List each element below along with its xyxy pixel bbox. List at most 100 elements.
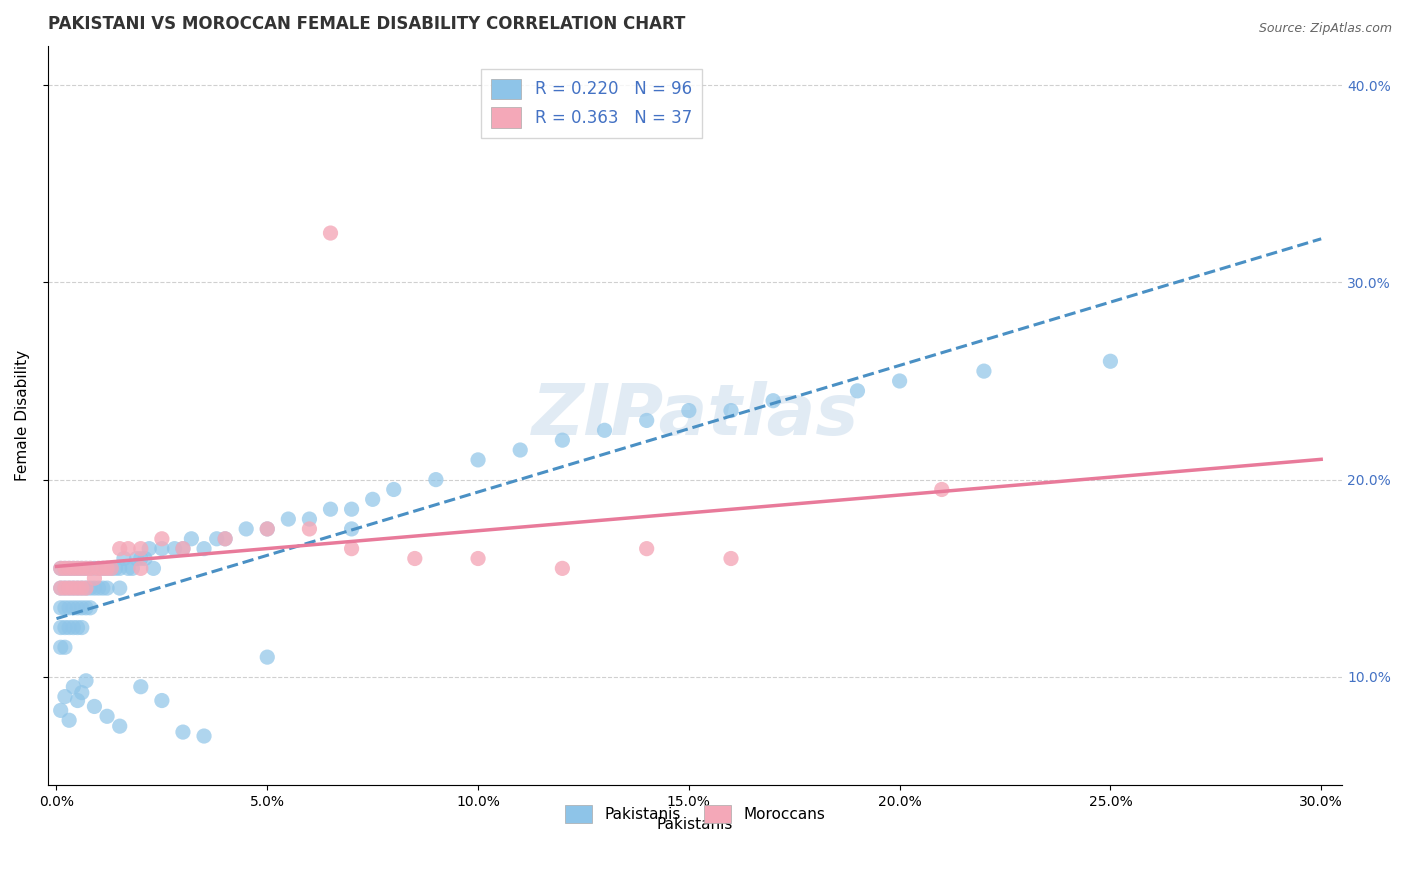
- Point: [163, 541, 186, 556]
- Point: [58, 561, 80, 575]
- Point: [319, 502, 342, 516]
- Point: [142, 561, 165, 575]
- Point: [100, 561, 122, 575]
- Point: [87, 561, 110, 575]
- Point: [551, 561, 574, 575]
- Point: [62, 581, 84, 595]
- Point: [129, 561, 152, 575]
- Point: [70, 581, 93, 595]
- Point: [150, 532, 173, 546]
- Point: [636, 413, 658, 427]
- Point: [214, 532, 236, 546]
- Point: [62, 561, 84, 575]
- Point: [150, 693, 173, 707]
- Point: [75, 581, 97, 595]
- Point: [91, 581, 114, 595]
- Point: [49, 621, 72, 635]
- Point: [172, 725, 194, 739]
- Point: [75, 581, 97, 595]
- Point: [70, 561, 93, 575]
- Point: [846, 384, 869, 398]
- Point: [180, 532, 202, 546]
- Point: [973, 364, 995, 378]
- Point: [125, 551, 148, 566]
- Point: [66, 621, 89, 635]
- Point: [53, 561, 76, 575]
- Point: [79, 581, 101, 595]
- Point: [79, 561, 101, 575]
- Point: [49, 561, 72, 575]
- Point: [425, 473, 447, 487]
- Text: ZIPatlas: ZIPatlas: [531, 381, 859, 450]
- Point: [49, 600, 72, 615]
- Point: [79, 600, 101, 615]
- Point: [53, 600, 76, 615]
- Point: [636, 541, 658, 556]
- Point: [108, 561, 131, 575]
- Point: [83, 561, 105, 575]
- Point: [62, 600, 84, 615]
- Text: Source: ZipAtlas.com: Source: ZipAtlas.com: [1258, 22, 1392, 36]
- Point: [96, 581, 118, 595]
- Point: [58, 561, 80, 575]
- Point: [91, 561, 114, 575]
- Point: [49, 703, 72, 717]
- Point: [87, 561, 110, 575]
- Point: [66, 561, 89, 575]
- Point: [1099, 354, 1122, 368]
- Point: [108, 581, 131, 595]
- X-axis label: Pakistanis: Pakistanis: [657, 817, 734, 832]
- Point: [83, 581, 105, 595]
- Point: [53, 690, 76, 704]
- Point: [70, 600, 93, 615]
- Text: PAKISTANI VS MOROCCAN FEMALE DISABILITY CORRELATION CHART: PAKISTANI VS MOROCCAN FEMALE DISABILITY …: [48, 15, 686, 33]
- Point: [205, 532, 228, 546]
- Point: [79, 561, 101, 575]
- Point: [931, 483, 953, 497]
- Point: [551, 433, 574, 447]
- Point: [117, 541, 139, 556]
- Point: [58, 581, 80, 595]
- Point: [66, 561, 89, 575]
- Point: [361, 492, 384, 507]
- Point: [193, 729, 215, 743]
- Point: [256, 522, 278, 536]
- Point: [66, 693, 89, 707]
- Point: [340, 541, 363, 556]
- Point: [83, 571, 105, 585]
- Point: [58, 581, 80, 595]
- Point: [70, 561, 93, 575]
- Point: [49, 581, 72, 595]
- Point: [75, 561, 97, 575]
- Point: [70, 621, 93, 635]
- Point: [62, 680, 84, 694]
- Point: [256, 522, 278, 536]
- Point: [889, 374, 911, 388]
- Point: [53, 621, 76, 635]
- Point: [58, 713, 80, 727]
- Point: [129, 551, 152, 566]
- Point: [96, 561, 118, 575]
- Point: [678, 403, 700, 417]
- Point: [66, 600, 89, 615]
- Point: [75, 600, 97, 615]
- Point: [117, 561, 139, 575]
- Point: [49, 581, 72, 595]
- Point: [172, 541, 194, 556]
- Point: [100, 561, 122, 575]
- Point: [762, 393, 785, 408]
- Point: [53, 640, 76, 655]
- Point: [593, 423, 616, 437]
- Point: [75, 561, 97, 575]
- Point: [720, 551, 742, 566]
- Point: [720, 403, 742, 417]
- Point: [62, 621, 84, 635]
- Point: [129, 680, 152, 694]
- Point: [53, 561, 76, 575]
- Point: [58, 600, 80, 615]
- Point: [49, 640, 72, 655]
- Point: [112, 551, 135, 566]
- Point: [49, 561, 72, 575]
- Point: [214, 532, 236, 546]
- Point: [134, 551, 156, 566]
